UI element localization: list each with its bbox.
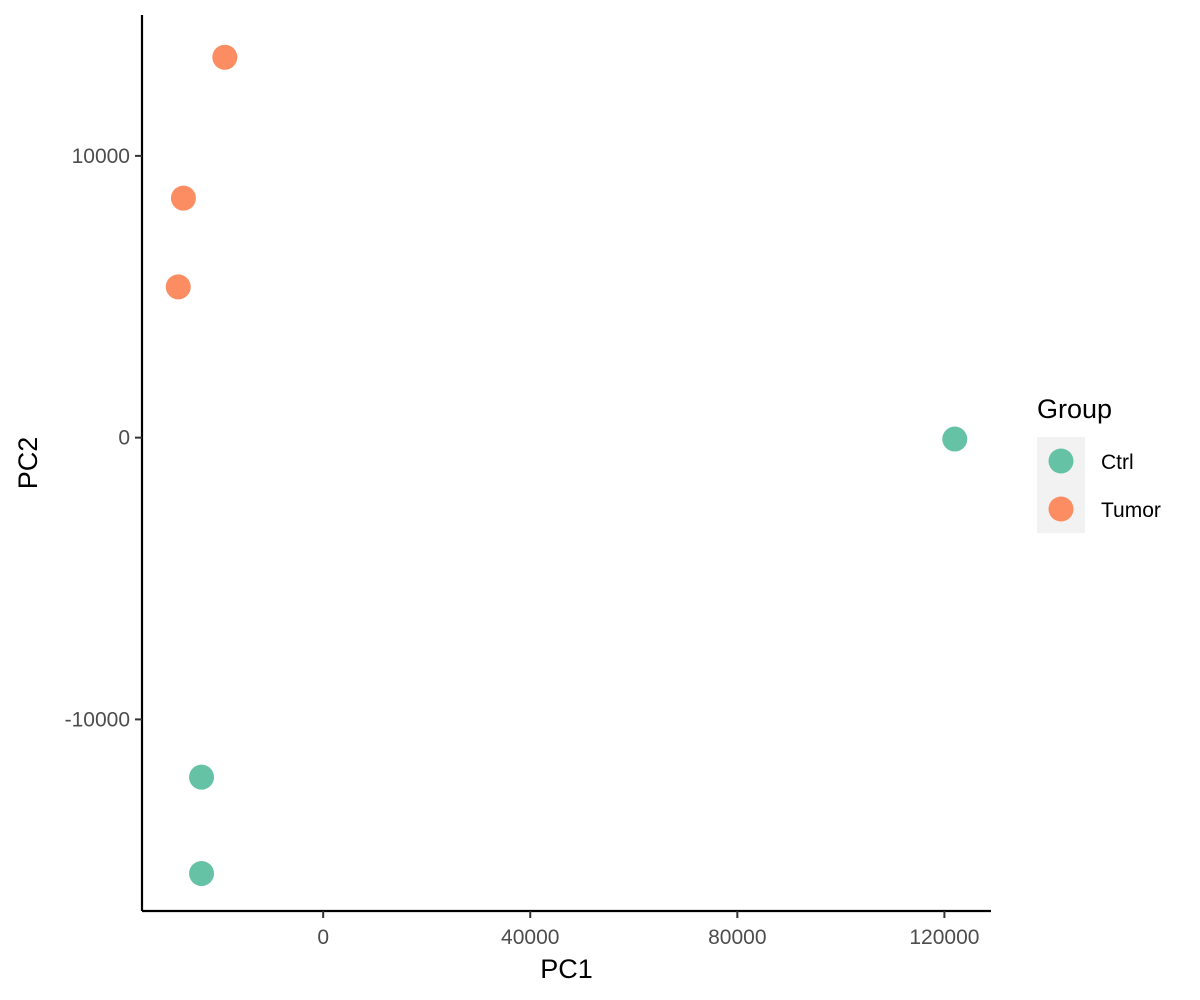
point-tumor xyxy=(170,185,196,211)
y-tick-label: 0 xyxy=(118,427,130,450)
y-tick-label: -10000 xyxy=(65,708,130,731)
data-points xyxy=(165,44,968,887)
x-axis-title: PC1 xyxy=(540,954,593,984)
point-tumor xyxy=(212,44,238,70)
point-tumor xyxy=(165,274,191,300)
x-tick-label: 120000 xyxy=(909,926,979,949)
y-axis-ticks: -10000 0 10000 xyxy=(65,145,142,731)
x-axis-ticks: 0 40000 80000 120000 xyxy=(317,911,979,949)
plot-panel: 0 40000 80000 120000 -10000 0 10000 xyxy=(65,15,991,949)
x-tick-label: 0 xyxy=(317,926,329,949)
legend-key-ctrl xyxy=(1048,448,1074,474)
legend-label-tumor: Tumor xyxy=(1101,499,1161,522)
legend-key-tumor xyxy=(1048,496,1074,522)
y-tick-label: 10000 xyxy=(72,145,130,168)
legend-title: Group xyxy=(1037,394,1112,424)
legend-label-ctrl: Ctrl xyxy=(1101,451,1134,474)
y-axis-title: PC2 xyxy=(13,437,43,490)
point-ctrl xyxy=(189,861,215,887)
point-ctrl xyxy=(189,764,215,790)
x-tick-label: 80000 xyxy=(708,926,766,949)
legend-items: Ctrl Tumor xyxy=(1037,437,1161,533)
legend: Group Ctrl Tumor xyxy=(1037,394,1161,533)
x-tick-label: 40000 xyxy=(501,926,559,949)
point-ctrl xyxy=(942,426,968,452)
